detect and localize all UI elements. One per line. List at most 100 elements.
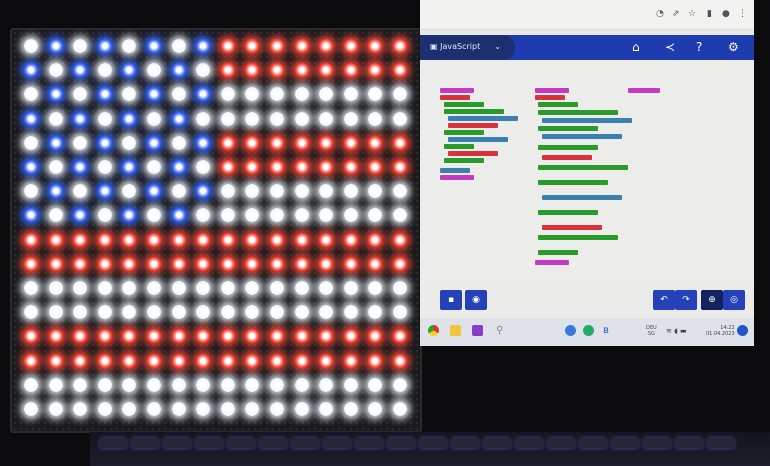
led xyxy=(368,160,383,174)
led xyxy=(171,377,186,392)
notification-icon[interactable] xyxy=(737,325,748,336)
code-block[interactable] xyxy=(535,88,569,93)
led xyxy=(196,135,211,150)
led xyxy=(319,111,334,126)
code-block[interactable] xyxy=(538,210,598,215)
code-block[interactable] xyxy=(542,134,622,139)
led xyxy=(220,63,235,78)
code-block[interactable] xyxy=(538,235,618,240)
zoom-button[interactable]: ⊕ xyxy=(701,290,723,310)
led xyxy=(220,256,235,271)
code-block[interactable] xyxy=(538,145,598,150)
code-block[interactable] xyxy=(542,155,592,160)
home-icon[interactable]: ⌂ xyxy=(632,40,640,54)
led xyxy=(97,305,112,320)
blocks-workspace[interactable] xyxy=(420,60,754,285)
sidepanel-icon[interactable]: ▮ xyxy=(707,9,712,19)
chevron-down-icon: ⌄ xyxy=(494,42,501,51)
search-icon[interactable]: ⚲ xyxy=(496,325,504,336)
save-button[interactable]: ▪ xyxy=(440,290,462,310)
code-block[interactable] xyxy=(448,123,498,128)
code-block[interactable] xyxy=(538,180,608,185)
cloud-icon[interactable] xyxy=(565,325,576,336)
code-block[interactable] xyxy=(444,130,484,135)
language-selector[interactable]: ▣ JavaScript ⌄ xyxy=(420,35,515,60)
led xyxy=(171,256,186,271)
keyboard-layout[interactable]: SG xyxy=(647,331,655,337)
led xyxy=(393,232,407,247)
led xyxy=(319,184,334,199)
keyboard-key xyxy=(484,438,510,448)
code-block[interactable] xyxy=(628,88,660,93)
chrome-icon[interactable] xyxy=(428,325,439,336)
led xyxy=(294,402,309,416)
led xyxy=(147,232,161,247)
clock-date[interactable]: 01.04.2023 xyxy=(706,331,735,337)
code-block[interactable] xyxy=(535,260,569,265)
code-block[interactable] xyxy=(538,165,628,170)
code-block[interactable] xyxy=(538,126,598,131)
laptop-screen: ◔ ⇗ ☆ ▮ ● ⋮ ▣ JavaScript ⌄ ⌂ ≺ ? ⚙ ▪ ◉ ↶ … xyxy=(420,0,754,346)
led xyxy=(122,87,137,102)
code-block[interactable] xyxy=(440,175,474,180)
clock-time[interactable]: 14:22 xyxy=(720,325,735,331)
led xyxy=(319,281,334,295)
led xyxy=(196,63,211,78)
code-block[interactable] xyxy=(440,168,470,173)
code-block[interactable] xyxy=(444,102,484,107)
keyboard-language[interactable]: DEU xyxy=(646,325,657,331)
code-block[interactable] xyxy=(535,95,565,100)
led xyxy=(368,305,383,320)
undo-button[interactable]: ↶ xyxy=(653,290,675,310)
code-block[interactable] xyxy=(444,144,474,149)
share-icon[interactable]: ≺ xyxy=(665,40,676,54)
code-block[interactable] xyxy=(542,118,632,123)
wifi-icon[interactable]: ≋ ◖ ▬ xyxy=(666,327,687,335)
app-icon[interactable] xyxy=(472,325,483,336)
menu-icon[interactable]: ⋮ xyxy=(738,9,747,19)
redo-button[interactable]: ↷ xyxy=(675,290,697,310)
led xyxy=(393,111,407,126)
led xyxy=(196,256,211,271)
github-button[interactable]: ◉ xyxy=(465,290,487,310)
led xyxy=(393,39,407,53)
code-block[interactable] xyxy=(538,102,578,107)
bluetooth-icon[interactable]: ʙ xyxy=(603,325,609,336)
help-icon[interactable]: ? xyxy=(696,40,703,54)
led xyxy=(147,135,161,150)
led xyxy=(294,87,309,102)
led xyxy=(270,111,284,126)
code-block[interactable] xyxy=(538,250,578,255)
led xyxy=(343,160,358,174)
lens-icon[interactable]: ◔ xyxy=(656,9,664,19)
code-block[interactable] xyxy=(444,158,484,163)
led xyxy=(343,111,358,126)
led xyxy=(220,111,235,126)
led xyxy=(122,184,137,199)
keyboard-key xyxy=(260,438,286,448)
code-block[interactable] xyxy=(542,225,602,230)
zoom-settings-button[interactable]: ◎ xyxy=(723,290,745,310)
code-block[interactable] xyxy=(444,109,504,114)
led xyxy=(147,377,161,392)
code-block[interactable] xyxy=(448,137,508,142)
code-block[interactable] xyxy=(440,95,470,100)
code-block[interactable] xyxy=(538,110,618,115)
code-block[interactable] xyxy=(440,88,474,93)
star-icon[interactable]: ☆ xyxy=(688,9,697,19)
led xyxy=(196,39,211,53)
share-icon[interactable]: ⇗ xyxy=(672,9,680,19)
settings-gear-icon[interactable]: ⚙ xyxy=(728,40,739,54)
led xyxy=(368,184,383,199)
tray-icon[interactable] xyxy=(583,325,594,336)
code-block[interactable] xyxy=(542,195,622,200)
led xyxy=(245,208,260,223)
code-block[interactable] xyxy=(448,151,498,156)
led xyxy=(24,305,38,320)
led xyxy=(171,329,186,344)
led xyxy=(171,208,186,223)
led xyxy=(73,184,88,199)
code-block[interactable] xyxy=(448,116,518,121)
profile-icon[interactable]: ● xyxy=(722,9,730,19)
file-explorer-icon[interactable] xyxy=(450,325,461,336)
